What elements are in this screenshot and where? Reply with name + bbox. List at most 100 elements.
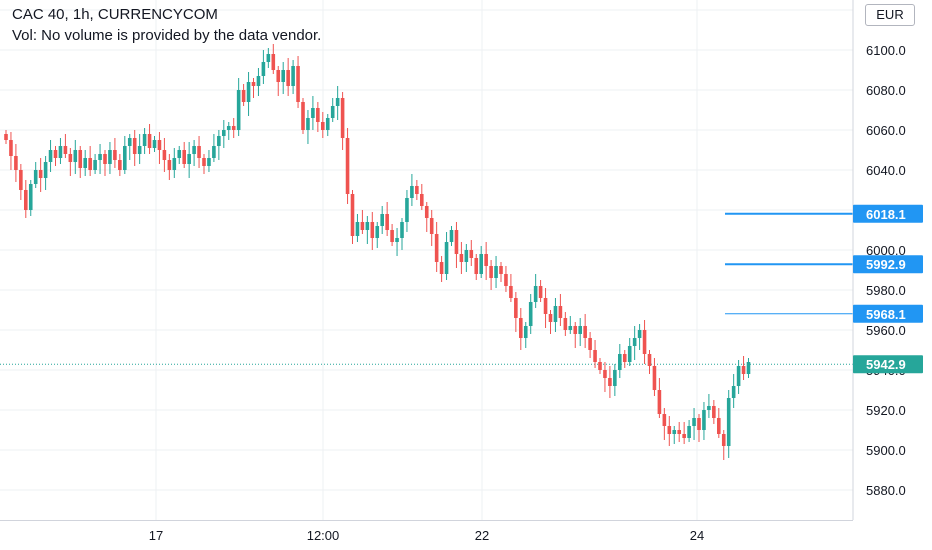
- candle: [563, 312, 568, 336]
- candle: [697, 414, 701, 442]
- candle: [241, 84, 246, 106]
- candle: [261, 50, 266, 84]
- candle: [355, 214, 360, 242]
- candle: [98, 144, 102, 174]
- candle: [647, 350, 652, 374]
- price-level-tag: 5992.9: [853, 255, 923, 274]
- candle: [707, 394, 711, 418]
- candle: [251, 78, 256, 98]
- candle: [33, 162, 38, 188]
- candle: [449, 226, 454, 246]
- candle: [271, 44, 276, 74]
- candle: [558, 294, 563, 326]
- candle: [197, 136, 201, 168]
- candle: [187, 142, 191, 178]
- candle: [380, 206, 384, 234]
- candle: [127, 134, 132, 160]
- candle: [657, 378, 662, 418]
- candle: [172, 148, 177, 178]
- candle: [553, 298, 558, 332]
- candle: [325, 114, 330, 136]
- candle: [38, 158, 43, 192]
- candle: [499, 262, 503, 282]
- candle: [504, 266, 508, 292]
- candle: [68, 148, 73, 176]
- candle: [400, 218, 404, 250]
- candle: [424, 202, 429, 232]
- candle: [207, 150, 211, 172]
- candle: [434, 222, 439, 272]
- candle: [330, 98, 335, 122]
- candle: [637, 324, 642, 350]
- candle: [484, 242, 488, 280]
- last-price-tag: 5942.9: [853, 355, 923, 374]
- price-axis[interactable]: 6120.06100.06080.06060.06040.06020.06000…: [866, 3, 906, 498]
- candle: [88, 146, 92, 176]
- candle: [667, 416, 672, 446]
- candle: [113, 138, 117, 168]
- candle: [19, 164, 23, 200]
- candle: [420, 184, 424, 210]
- candle: [454, 222, 459, 268]
- candle: [568, 316, 573, 334]
- candle: [231, 118, 236, 138]
- candle: [489, 260, 493, 290]
- candle: [276, 66, 281, 96]
- price-level-tags: 6018.1 5992.9 5968.1 5942.9: [853, 204, 923, 374]
- candle: [306, 110, 310, 144]
- candle: [702, 402, 706, 440]
- candle: [53, 146, 58, 166]
- svg-text:6018.1: 6018.1: [866, 207, 906, 222]
- candle: [350, 190, 355, 244]
- candle: [4, 130, 8, 144]
- candle: [632, 326, 637, 360]
- candle: [672, 426, 677, 444]
- candle: [162, 138, 167, 172]
- x-tick-label: 22: [475, 528, 489, 543]
- candle: [192, 140, 196, 166]
- candle: [345, 128, 350, 204]
- price-level-tag: 5968.1: [853, 304, 923, 323]
- y-tick-label: 5900.0: [866, 443, 906, 458]
- candle: [147, 124, 152, 154]
- candle: [63, 134, 68, 158]
- currency-badge[interactable]: EUR: [865, 4, 915, 26]
- candle: [321, 112, 325, 138]
- candle: [167, 154, 172, 180]
- candle: [469, 240, 474, 266]
- candle: [137, 134, 142, 164]
- candle: [474, 254, 479, 280]
- candle: [415, 180, 419, 200]
- candle: [24, 180, 28, 218]
- price-level-tag: 6018.1: [853, 204, 923, 223]
- candle: [543, 288, 548, 328]
- candle: [360, 210, 365, 234]
- candle: [712, 400, 716, 424]
- candle: [533, 274, 538, 308]
- candle: [573, 322, 578, 348]
- candle: [627, 338, 632, 366]
- candle: [93, 154, 97, 174]
- candle: [14, 144, 18, 182]
- candle: [682, 422, 686, 444]
- candle: [212, 134, 216, 162]
- candle: [123, 136, 127, 174]
- candle: [78, 146, 83, 178]
- svg-text:5968.1: 5968.1: [866, 307, 906, 322]
- candle: [316, 102, 320, 132]
- candle: [588, 332, 592, 358]
- candle: [687, 420, 691, 442]
- candle: [281, 62, 285, 94]
- candle: [108, 142, 112, 174]
- candle: [538, 280, 543, 302]
- candle: [395, 228, 399, 256]
- candle: [58, 138, 63, 164]
- time-axis[interactable]: 17 12:00 22 24: [149, 528, 704, 543]
- candle: [618, 344, 622, 378]
- candle: [142, 128, 147, 154]
- candle: [83, 150, 87, 176]
- x-tick-label: 17: [149, 528, 163, 543]
- candle: [741, 356, 746, 380]
- candle: [410, 174, 414, 206]
